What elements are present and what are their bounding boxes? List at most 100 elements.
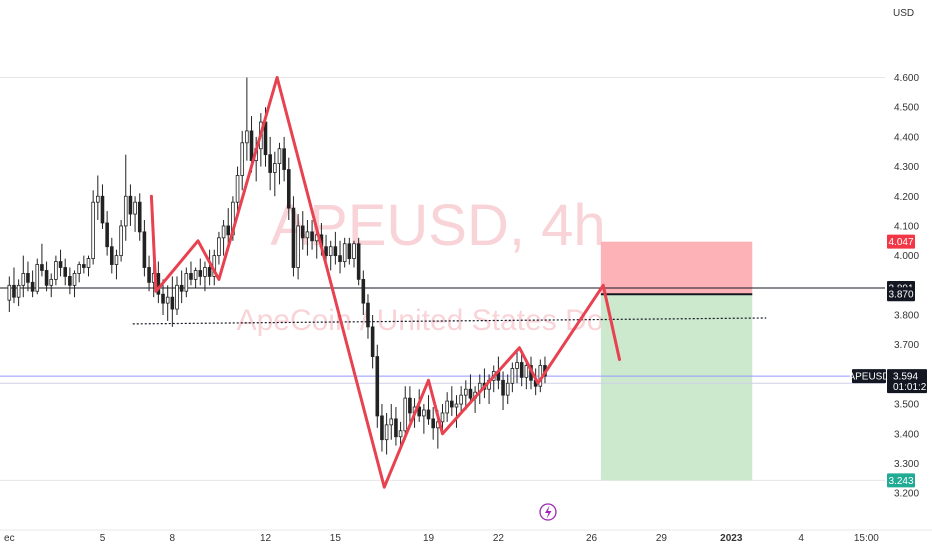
candle-body xyxy=(426,409,431,420)
candle xyxy=(179,270,184,304)
candle-body xyxy=(21,273,26,286)
price-tick-label: 3.500 xyxy=(894,400,919,411)
candle-body xyxy=(282,148,286,170)
candle xyxy=(384,412,389,455)
candle-body xyxy=(96,195,100,203)
candle xyxy=(184,267,189,298)
short-position-tool[interactable] xyxy=(600,241,753,481)
candle-body xyxy=(450,400,454,408)
candle xyxy=(361,270,366,315)
candle-body xyxy=(310,231,314,242)
candle xyxy=(240,130,245,191)
currency-label: USD xyxy=(893,8,914,19)
candle xyxy=(72,270,77,298)
candle xyxy=(35,258,40,295)
candle xyxy=(310,220,314,250)
price-tick-label: 4.200 xyxy=(894,192,919,203)
candle-body xyxy=(277,148,282,164)
price-tick-label: 3.400 xyxy=(894,429,919,440)
candle-body xyxy=(72,273,77,286)
symbol-tag-label: APEUSD xyxy=(848,372,889,383)
candle xyxy=(450,386,454,416)
candle xyxy=(394,407,398,446)
candle xyxy=(86,255,91,277)
candle-body xyxy=(142,231,147,268)
candle xyxy=(119,220,123,262)
candle xyxy=(328,240,333,271)
candle-body xyxy=(342,243,347,262)
candle-body xyxy=(398,430,403,438)
candle-body xyxy=(77,264,81,274)
candle xyxy=(170,276,175,327)
candle xyxy=(286,157,291,220)
candle xyxy=(366,294,370,339)
candle-body xyxy=(63,267,68,277)
candle xyxy=(217,231,221,265)
candle-body xyxy=(184,273,189,292)
time-tick-label: 12 xyxy=(260,533,272,544)
candle xyxy=(96,175,100,220)
candle-body xyxy=(440,412,445,423)
candle xyxy=(268,136,272,191)
candle-body xyxy=(324,246,328,257)
candle xyxy=(114,249,119,280)
stop-loss-zone xyxy=(600,241,753,295)
candle xyxy=(7,276,12,313)
candle xyxy=(370,315,375,369)
time-axis[interactable]: ec 5 8 12 15 19 22 26 29 2023 4 15:00 xyxy=(4,533,879,544)
candle-body xyxy=(100,195,105,224)
candles xyxy=(7,77,547,455)
candle xyxy=(91,190,95,265)
candle xyxy=(431,407,435,440)
candle-body xyxy=(235,175,240,203)
candle-body xyxy=(189,273,193,280)
candle-body xyxy=(54,261,58,280)
lightning-icon[interactable] xyxy=(539,503,557,521)
candle xyxy=(226,208,231,244)
candle-body xyxy=(268,154,272,173)
candle xyxy=(468,374,473,405)
candle-body xyxy=(86,258,91,268)
time-tick-label: 8 xyxy=(170,533,176,544)
candle xyxy=(198,258,203,286)
time-tick-label: 26 xyxy=(586,533,598,544)
candle-body xyxy=(217,237,221,257)
candle-body xyxy=(431,418,435,429)
trend-drawing[interactable] xyxy=(149,76,621,489)
candle-body xyxy=(384,424,389,441)
candle xyxy=(463,380,468,410)
candle-body xyxy=(286,169,291,209)
candle-body xyxy=(198,270,203,277)
take-profit-zone xyxy=(600,294,753,481)
candle-body xyxy=(7,284,12,301)
candle-body xyxy=(352,243,356,259)
candle-body xyxy=(123,195,128,227)
candle xyxy=(403,386,408,440)
time-tick-label: 15:00 xyxy=(854,533,879,544)
candle-body xyxy=(128,195,133,215)
price-tick-label: 3.200 xyxy=(894,489,919,500)
candle-body xyxy=(519,362,524,378)
countdown-label: 01:01:21 xyxy=(893,382,932,393)
price-axis[interactable]: USD 4.600 4.500 4.400 4.300 4.200 4.100 4.000 3… xyxy=(893,8,919,500)
candle-body xyxy=(273,163,277,173)
price-tick-label: 3.300 xyxy=(894,459,919,470)
candle-body xyxy=(338,255,342,262)
candle-body xyxy=(114,255,119,265)
watermark-subtitle: ApeCoin / United States Dollar xyxy=(237,304,644,337)
candle-body xyxy=(300,225,305,239)
candle-body xyxy=(170,296,175,310)
candle xyxy=(221,220,226,256)
candle xyxy=(300,211,305,250)
candle-body xyxy=(49,278,54,286)
symbol-tag xyxy=(852,369,886,384)
horizontal-levels[interactable] xyxy=(0,287,885,384)
candle-body xyxy=(328,246,333,257)
price-tag-label: 3.243 xyxy=(888,476,913,487)
candle xyxy=(352,240,356,268)
current-price-tag xyxy=(887,369,927,394)
candle xyxy=(16,279,21,307)
candle xyxy=(82,255,86,274)
candle xyxy=(347,237,352,265)
